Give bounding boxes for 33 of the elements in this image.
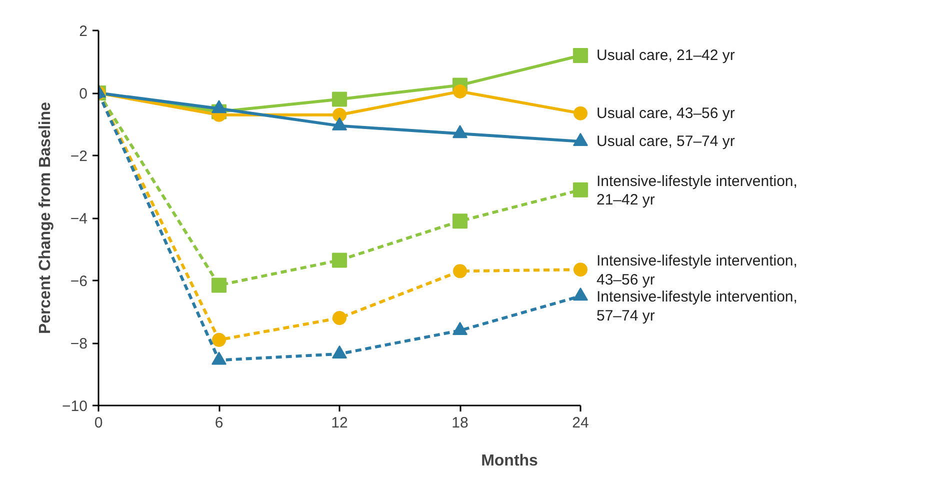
- series-label: Usual care, 57–74 yr: [596, 132, 735, 150]
- y-tick-label: 0: [79, 86, 88, 102]
- y-tick-label: −10: [62, 398, 88, 415]
- y-tick-label: 2: [79, 23, 88, 40]
- point: [212, 278, 226, 293]
- point: [332, 252, 347, 268]
- point: [332, 108, 346, 122]
- point: [332, 92, 347, 107]
- series-label: Intensive-lifestyle intervention, 43–56 yr: [596, 252, 798, 288]
- series-label: Usual care, 43–56 yr: [596, 104, 735, 122]
- point: [453, 84, 467, 98]
- series-label: Intensive-lifestyle intervention, 21–42 yr: [596, 172, 798, 209]
- x-tick-label: 18: [452, 414, 468, 432]
- series-label: Intensive-lifestyle intervention, 57–74 yr: [596, 288, 798, 324]
- y-axis-title: Percent Change from Baseline: [37, 102, 54, 334]
- y-tick-label: −8: [70, 336, 88, 352]
- point: [212, 332, 226, 347]
- point: [452, 214, 468, 229]
- point: [573, 48, 588, 63]
- point: [574, 262, 588, 277]
- y-tick-label: −4: [70, 210, 88, 228]
- x-tick-label: 6: [214, 414, 224, 432]
- point: [574, 106, 588, 120]
- x-tick-label: 0: [94, 414, 103, 432]
- y-tick-label: −2: [70, 148, 88, 165]
- x-tick-label: 12: [331, 414, 348, 432]
- series-label: Usual care, 21–42 yr: [596, 47, 735, 64]
- point: [332, 311, 346, 325]
- y-tick-label: −6: [70, 273, 88, 290]
- point: [573, 182, 588, 198]
- x-axis-title: Months: [481, 452, 538, 470]
- point: [453, 264, 467, 278]
- x-tick-label: 24: [572, 414, 589, 432]
